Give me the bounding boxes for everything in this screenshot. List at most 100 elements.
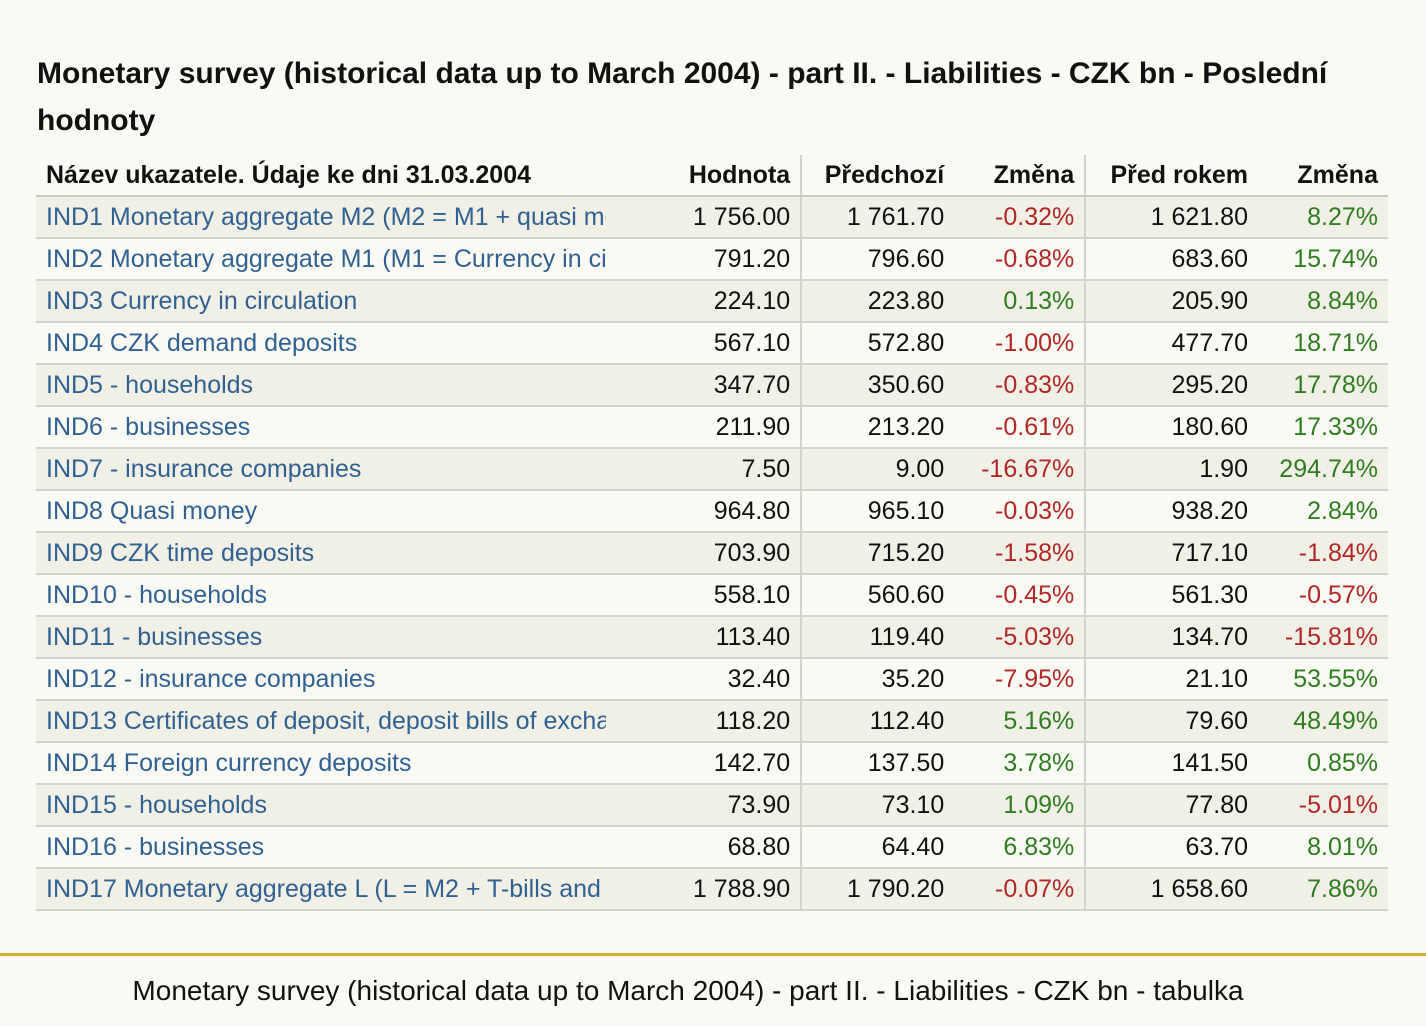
change-cell: -0.83% — [954, 364, 1087, 407]
indicator-link[interactable]: IND5 - households — [46, 370, 254, 399]
table-body: IND1 Monetary aggregate M2 (M2 = M1 + qu… — [36, 196, 1388, 911]
table-row: IND10 - households 558.10 560.60 -0.45% 561.… — [36, 574, 1388, 617]
indicator-name-cell: IND8 Quasi money — [36, 490, 668, 533]
table-row: IND15 - households 73.90 73.10 1.09% 77.80 -5… — [36, 784, 1388, 827]
col-header-change: Změna — [954, 155, 1087, 197]
footer-divider — [0, 953, 1426, 956]
change-cell: 3.78% — [954, 742, 1087, 785]
value-cell: 73.90 — [667, 784, 803, 827]
value-cell: 567.10 — [667, 322, 803, 365]
page-title: Monetary survey (historical data up to M… — [37, 57, 1328, 137]
change-cell: -0.45% — [954, 574, 1087, 617]
indicator-name-cell: IND15 - households — [36, 784, 668, 827]
value-cell: 32.40 — [667, 658, 803, 701]
year-ago-cell: 717.10 — [1085, 532, 1258, 575]
change-cell: -0.68% — [954, 238, 1087, 281]
change-cell: -0.03% — [954, 490, 1087, 533]
value-cell: 118.20 — [667, 700, 803, 743]
value-cell: 964.80 — [667, 490, 803, 533]
col-header-value: Hodnota — [667, 155, 803, 197]
indicator-link[interactable]: IND8 Quasi money — [46, 496, 258, 525]
table-header-row: Název ukazatele. Údaje ke dni 31.03.2004… — [36, 155, 1388, 197]
indicator-name-cell: IND1 Monetary aggregate M2 (M2 = M1 + qu… — [36, 196, 668, 239]
year-ago-cell: 205.90 — [1085, 280, 1258, 323]
table-row: IND1 Monetary aggregate M2 (M2 = M1 + qu… — [36, 196, 1388, 239]
previous-cell: 1 761.70 — [801, 196, 955, 239]
indicator-link[interactable]: IND2 Monetary aggregate M1 (M1 = Currenc… — [46, 244, 606, 273]
previous-cell: 572.80 — [801, 322, 955, 365]
value-cell: 347.70 — [667, 364, 803, 407]
indicator-link[interactable]: IND7 - insurance companies — [46, 454, 362, 483]
year-ago-cell: 1.90 — [1085, 448, 1258, 491]
indicator-name-cell: IND13 Certificates of deposit, deposit b… — [36, 700, 668, 743]
year-ago-cell: 79.60 — [1085, 700, 1258, 743]
indicator-name-cell: IND2 Monetary aggregate M1 (M1 = Currenc… — [36, 238, 668, 281]
indicator-link[interactable]: IND13 Certificates of deposit, deposit b… — [46, 706, 606, 735]
indicator-table: Název ukazatele. Údaje ke dni 31.03.2004… — [36, 155, 1388, 911]
year-change-cell: 18.71% — [1258, 322, 1388, 365]
value-cell: 224.10 — [667, 280, 803, 323]
table-row: IND17 Monetary aggregate L (L = M2 + T-b… — [36, 868, 1388, 911]
previous-cell: 223.80 — [801, 280, 955, 323]
indicator-name-cell: IND10 - households — [36, 574, 668, 617]
indicator-name-cell: IND9 CZK time deposits — [36, 532, 668, 575]
change-cell: -16.67% — [954, 448, 1087, 491]
change-cell: -7.95% — [954, 658, 1087, 701]
year-ago-cell: 77.80 — [1085, 784, 1258, 827]
col-header-previous: Předchozí — [801, 155, 955, 197]
year-ago-cell: 63.70 — [1085, 826, 1258, 869]
year-change-cell: -1.84% — [1258, 532, 1388, 575]
previous-cell: 9.00 — [801, 448, 955, 491]
year-change-cell: 15.74% — [1258, 238, 1388, 281]
value-cell: 791.20 — [667, 238, 803, 281]
change-cell: 5.16% — [954, 700, 1087, 743]
year-change-cell: 8.84% — [1258, 280, 1388, 323]
change-cell: 1.09% — [954, 784, 1087, 827]
table-row: IND14 Foreign currency deposits 142.70 137… — [36, 742, 1388, 785]
indicator-link[interactable]: IND15 - households — [46, 790, 267, 819]
previous-cell: 796.60 — [801, 238, 955, 281]
value-cell: 142.70 — [667, 742, 803, 785]
indicator-name-cell: IND17 Monetary aggregate L (L = M2 + T-b… — [36, 868, 668, 911]
year-ago-cell: 180.60 — [1085, 406, 1258, 449]
year-change-cell: -15.81% — [1258, 616, 1388, 659]
indicator-link[interactable]: IND17 Monetary aggregate L (L = M2 + T-b… — [46, 874, 606, 903]
previous-cell: 64.40 — [801, 826, 955, 869]
year-ago-cell: 561.30 — [1085, 574, 1258, 617]
year-change-cell: 2.84% — [1258, 490, 1388, 533]
col-header-name: Název ukazatele. Údaje ke dni 31.03.2004 — [36, 155, 668, 197]
table-row: IND11 - businesses 113.40 119.40 -5.03% 134.… — [36, 616, 1388, 659]
value-cell: 703.90 — [667, 532, 803, 575]
table-row: IND5 - households 347.70 350.60 -0.83% 295.2… — [36, 364, 1388, 407]
indicator-link[interactable]: IND10 - households — [46, 580, 267, 609]
indicator-link[interactable]: IND12 - insurance companies — [46, 664, 376, 693]
indicator-name-cell: IND14 Foreign currency deposits — [36, 742, 668, 785]
year-ago-cell: 1 658.60 — [1085, 868, 1258, 911]
indicator-link[interactable]: IND11 - businesses — [46, 622, 263, 651]
table-row: IND9 CZK time deposits 703.90 715.20 -1.58%… — [36, 532, 1388, 575]
year-change-cell: 48.49% — [1258, 700, 1388, 743]
indicator-link[interactable]: IND1 Monetary aggregate M2 (M2 = M1 + qu… — [46, 202, 606, 231]
indicator-name-cell: IND16 - businesses — [36, 826, 668, 869]
previous-cell: 137.50 — [801, 742, 955, 785]
indicator-link[interactable]: IND14 Foreign currency deposits — [46, 748, 412, 777]
indicator-name-cell: IND4 CZK demand deposits — [36, 322, 668, 365]
indicator-link[interactable]: IND4 CZK demand deposits — [46, 328, 358, 357]
previous-cell: 112.40 — [801, 700, 955, 743]
indicator-link[interactable]: IND9 CZK time deposits — [46, 538, 315, 567]
indicator-name-cell: IND3 Currency in circulation — [36, 280, 668, 323]
value-cell: 558.10 — [667, 574, 803, 617]
indicator-link[interactable]: IND6 - businesses — [46, 412, 251, 441]
year-ago-cell: 21.10 — [1085, 658, 1258, 701]
indicator-link[interactable]: IND16 - businesses — [46, 832, 265, 861]
year-change-cell: 17.33% — [1258, 406, 1388, 449]
change-cell: -1.00% — [954, 322, 1087, 365]
year-change-cell: 294.74% — [1258, 448, 1388, 491]
value-cell: 7.50 — [667, 448, 803, 491]
change-cell: -1.58% — [954, 532, 1087, 575]
indicator-link[interactable]: IND3 Currency in circulation — [46, 286, 358, 315]
year-change-cell: 0.85% — [1258, 742, 1388, 785]
col-header-year-change: Změna — [1258, 155, 1388, 197]
change-cell: -5.03% — [954, 616, 1087, 659]
year-ago-cell: 1 621.80 — [1085, 196, 1258, 239]
